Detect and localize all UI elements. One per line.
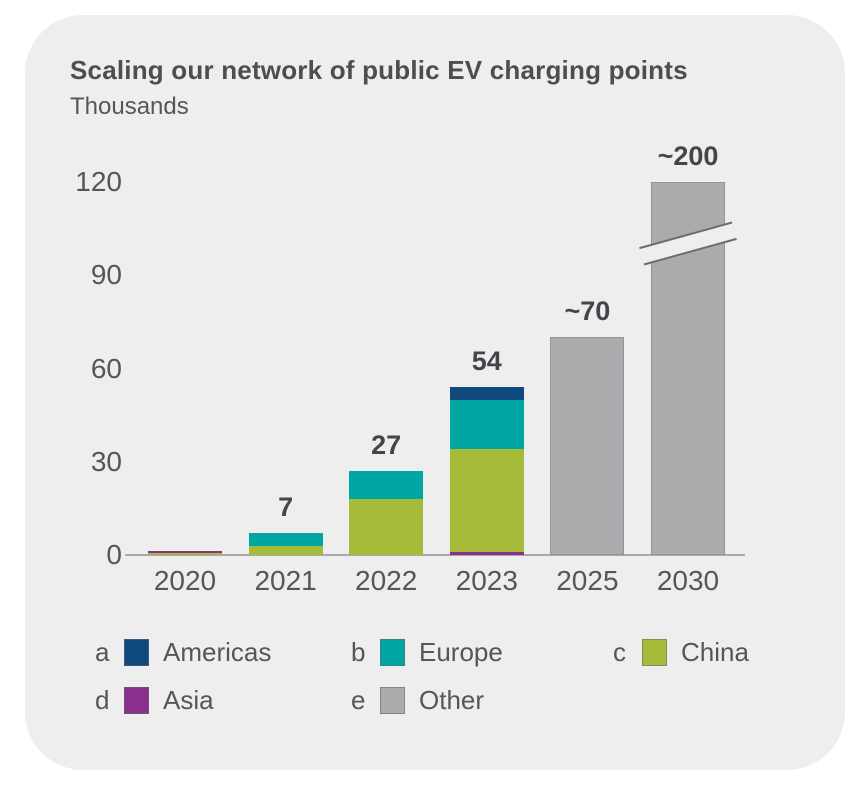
chart-subtitle: Thousands	[70, 93, 189, 120]
chart-title: Scaling our network of public EV chargin…	[70, 55, 688, 85]
bar-value-label: 27	[371, 430, 402, 461]
y-axis-labels: 120 90 60 30 0	[25, 166, 122, 570]
legend-item-other: e Other	[351, 685, 613, 716]
x-axis-label: 2022	[355, 565, 418, 596]
bar-segment-other	[550, 337, 625, 555]
legend-label: China	[681, 637, 749, 667]
bar-value-label: 54	[471, 346, 502, 377]
x-axis-line	[125, 554, 745, 556]
bar-2022	[349, 471, 424, 555]
y-tick-label: 90	[90, 259, 122, 291]
y-tick-label: 120	[75, 166, 122, 197]
bar-value-label: 7	[278, 492, 294, 523]
chart-legend: a Americas b Europe c China d Asia e Other	[95, 637, 815, 716]
legend-label: Europe	[419, 637, 503, 667]
legend-label: Other	[419, 685, 485, 715]
x-axis-label: 2021	[254, 565, 317, 596]
bar-segment-asia	[148, 551, 222, 553]
legend-item-europe: b Europe	[351, 637, 613, 668]
bar-value-label: ~200	[657, 141, 719, 171]
bar-segment-china	[349, 499, 424, 555]
bar-value-label: ~70	[564, 296, 611, 327]
legend-key: c	[613, 637, 626, 667]
bar-segment-europe	[248, 533, 323, 546]
y-tick-label: 0	[106, 539, 122, 570]
legend-item-china: c China	[613, 637, 815, 668]
bar-chart: 120 90 60 30 0 2020 7 2021 27 2022 54 2023 ~70 2025 ~…	[25, 15, 845, 770]
legend-key: d	[95, 685, 110, 715]
bar-2021	[248, 533, 323, 555]
plot-area: 2020 7 2021 27 2022 54 2023 ~70 2025 ~200 2030	[125, 141, 745, 596]
bar-2023	[449, 387, 524, 555]
chart-card: Scaling our network of public EV chargin…	[25, 15, 845, 770]
bar-2020	[148, 551, 222, 555]
legend-key: a	[95, 637, 110, 667]
y-tick-label: 60	[90, 352, 122, 384]
bar-segment-asia	[449, 551, 524, 555]
x-axis-label: 2023	[455, 565, 518, 596]
legend-swatch-other	[380, 687, 405, 714]
bar-segment-europe	[449, 399, 524, 450]
legend-key: e	[351, 685, 366, 715]
bar-segment-china	[148, 552, 222, 555]
legend-label: Americas	[163, 637, 272, 667]
y-tick-label: 30	[90, 445, 122, 477]
legend-swatch-asia	[124, 687, 149, 714]
bar-segment-china	[449, 449, 524, 552]
bar-2025	[550, 337, 625, 555]
x-axis-label: 2020	[153, 565, 217, 596]
x-axis-label: 2025	[556, 565, 619, 596]
legend-item-americas: a Americas	[95, 637, 351, 668]
legend-swatch-americas	[124, 639, 149, 666]
legend-swatch-europe	[380, 639, 405, 666]
bar-segment-china	[248, 545, 323, 555]
x-axis-label: 2030	[656, 565, 720, 596]
legend-key: b	[351, 637, 366, 667]
bar-segment-europe	[349, 471, 424, 500]
legend-item-asia: d Asia	[95, 685, 351, 716]
legend-label: Asia	[163, 685, 214, 715]
legend-swatch-china	[642, 639, 667, 666]
bar-segment-americas	[449, 387, 524, 400]
